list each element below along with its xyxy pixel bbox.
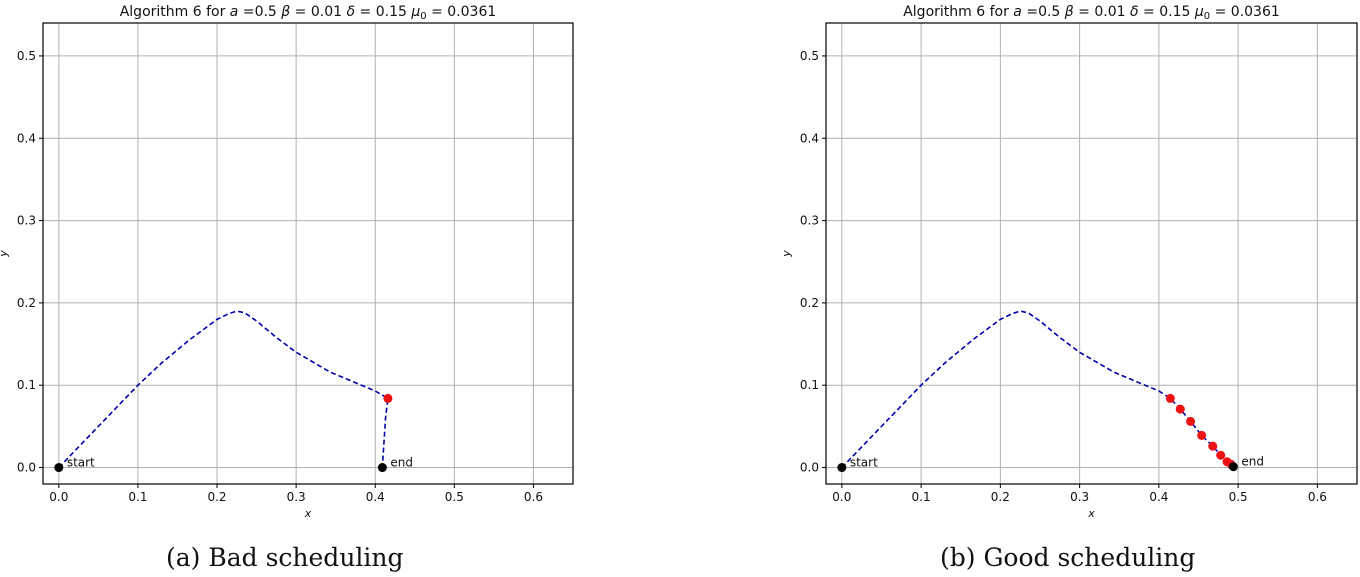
chart-bad-scheduling: 0.0 0.1 0.2 0.3 0.4 0.5 0.6 0.0 0.1 0.2 0.3 0.4 0.5 x… (0, 4, 574, 520)
x-axis-label: x (304, 507, 312, 520)
intermediate-markers (1165, 393, 1236, 469)
x-axis-ticks: 0.0 0.1 0.2 0.3 0.4 0.5 0.6 (832, 484, 1327, 504)
end-marker (1228, 462, 1238, 472)
end-marker (377, 463, 387, 473)
x-tick-label: 0.0 (49, 490, 68, 504)
y-axis-label: y (780, 250, 793, 258)
x-axis-label: x (1087, 507, 1095, 520)
end-label: end (1241, 455, 1264, 469)
x-tick-label: 0.4 (1149, 490, 1168, 504)
caption-bad-scheduling: (a) Bad scheduling (166, 543, 404, 572)
start-label: start (67, 456, 95, 470)
intermediate-markers (383, 393, 393, 403)
red-marker (1197, 430, 1207, 440)
y-tick-label: 0.3 (17, 214, 36, 228)
y-tick-label: 0.5 (800, 49, 819, 63)
y-tick-label: 0.5 (17, 49, 36, 63)
trajectory-line (841, 310, 1234, 469)
y-tick-label: 0.0 (800, 461, 819, 475)
y-tick-label: 0.2 (17, 296, 36, 310)
x-tick-label: 0.6 (524, 490, 543, 504)
axes-frame (42, 22, 574, 485)
chart-good-scheduling: 0.0 0.1 0.2 0.3 0.4 0.5 0.6 0.0 0.1 0.2 0.3 0.4 0.5 x… (780, 4, 1358, 520)
start-label: start (850, 456, 878, 470)
chart-title: Algorithm 6 for a =0.5 β = 0.01 δ = 0.15… (903, 4, 1280, 22)
x-tick-label: 0.5 (1229, 490, 1248, 504)
x-tick-label: 0.2 (991, 490, 1010, 504)
y-tick-label: 0.1 (800, 378, 819, 392)
figure-panel-b: 0.0 0.1 0.2 0.3 0.4 0.5 0.6 0.0 0.1 0.2 0.3 0.4 0.5 x… (780, 4, 1358, 520)
y-tick-label: 0.4 (17, 131, 36, 145)
x-tick-label: 0.5 (445, 490, 464, 504)
x-tick-label: 0.3 (1070, 490, 1089, 504)
y-tick-label: 0.3 (800, 214, 819, 228)
grid (826, 23, 1357, 484)
x-tick-label: 0.3 (287, 490, 306, 504)
x-tick-label: 0.1 (912, 490, 931, 504)
axes-frame (825, 22, 1358, 485)
red-marker (1165, 393, 1175, 403)
red-marker (1208, 441, 1218, 451)
red-marker (1186, 416, 1196, 426)
end-label: end (390, 456, 413, 470)
x-tick-label: 0.1 (128, 490, 147, 504)
chart-title: Algorithm 6 for a =0.5 β = 0.01 δ = 0.15… (120, 4, 497, 22)
red-marker (1175, 404, 1185, 414)
start-marker (837, 463, 847, 473)
x-tick-label: 0.4 (366, 490, 385, 504)
y-tick-label: 0.0 (17, 461, 36, 475)
y-tick-label: 0.1 (17, 378, 36, 392)
figure-panel-a: 0.0 0.1 0.2 0.3 0.4 0.5 0.6 0.0 0.1 0.2 0.3 0.4 0.5 x… (0, 0, 680, 520)
start-marker (54, 463, 64, 473)
y-tick-label: 0.2 (800, 296, 819, 310)
y-axis-ticks: 0.0 0.1 0.2 0.3 0.4 0.5 (800, 49, 826, 475)
trajectory-line (58, 310, 389, 469)
red-marker (1216, 450, 1226, 460)
x-tick-label: 0.2 (207, 490, 226, 504)
grid (43, 23, 573, 484)
y-axis-ticks: 0.0 0.1 0.2 0.3 0.4 0.5 (17, 49, 43, 475)
x-axis-ticks: 0.0 0.1 0.2 0.3 0.4 0.5 0.6 (49, 484, 543, 504)
y-tick-label: 0.4 (800, 131, 819, 145)
y-axis-label: y (0, 250, 10, 258)
red-marker (383, 393, 393, 403)
x-tick-label: 0.6 (1308, 490, 1327, 504)
caption-good-scheduling: (b) Good scheduling (940, 543, 1196, 572)
x-tick-label: 0.0 (832, 490, 851, 504)
